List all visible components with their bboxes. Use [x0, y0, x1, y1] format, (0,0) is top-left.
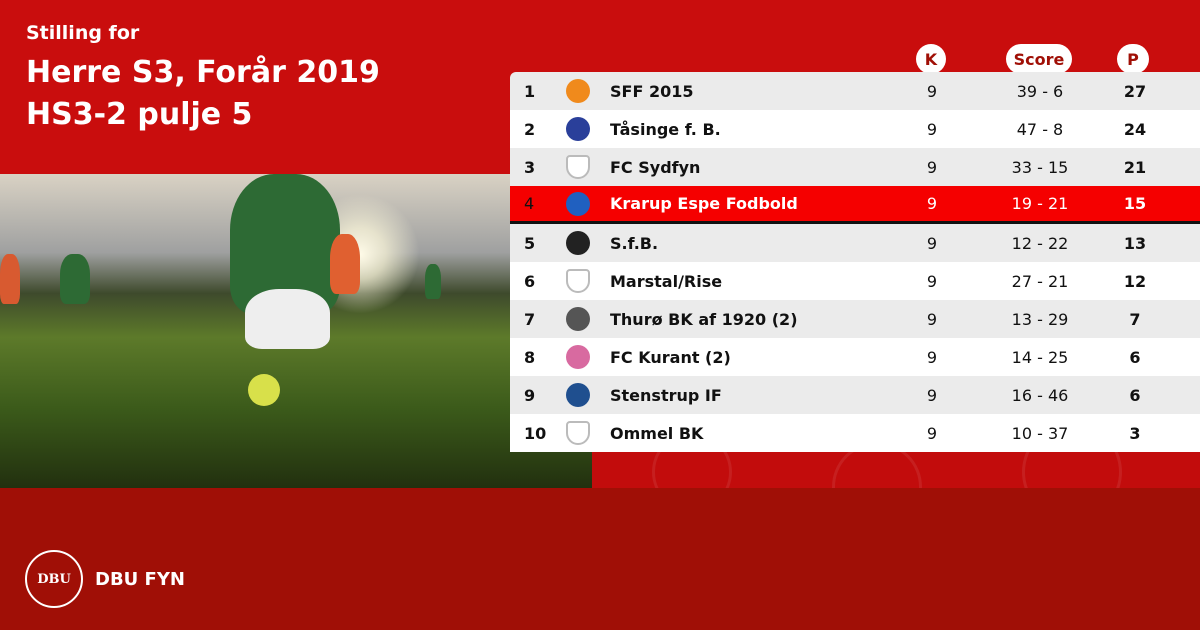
table-row[interactable]: 3 FC Sydfyn 9 33 - 15 21	[510, 148, 1200, 186]
table-row[interactable]: 9 Stenstrup IF 9 16 - 46 6	[510, 376, 1200, 414]
goal-score: 19 - 21	[1011, 194, 1069, 213]
matches-played: 9	[926, 81, 938, 101]
team-name[interactable]: FC Kurant (2)	[610, 347, 731, 367]
points: 27	[1123, 81, 1147, 101]
watermark	[592, 452, 1200, 488]
team-name[interactable]: Krarup Espe Fodbold	[610, 194, 798, 213]
team-logo-icon	[566, 383, 590, 407]
matches-played: 9	[926, 423, 938, 443]
team-logo-icon	[566, 155, 590, 179]
position: 5	[524, 233, 536, 253]
team-name[interactable]: S.f.B.	[610, 233, 659, 253]
position: 6	[524, 271, 536, 291]
position: 9	[524, 385, 536, 405]
team-logo-icon	[566, 231, 590, 255]
football-photo	[0, 174, 592, 488]
brand-name: DBU FYN	[95, 568, 185, 590]
league-title: Herre S3, Forår 2019	[26, 55, 380, 90]
column-header-p[interactable]: P	[1117, 44, 1149, 74]
matches-played: 9	[926, 119, 938, 139]
player-shorts	[245, 289, 330, 349]
ball	[248, 374, 280, 406]
matches-played: 9	[926, 347, 938, 367]
footer-background	[0, 488, 1200, 630]
goal-score: 12 - 22	[1011, 233, 1069, 253]
goal-score: 14 - 25	[1011, 347, 1069, 367]
matches-played: 9	[926, 271, 938, 291]
table-row[interactable]: 7 Thurø BK af 1920 (2) 9 13 - 29 7	[510, 300, 1200, 338]
table-row[interactable]: 4 Krarup Espe Fodbold 9 19 - 21 15	[510, 186, 1200, 224]
table-row[interactable]: 10 Ommel BK 9 10 - 37 3	[510, 414, 1200, 452]
team-name[interactable]: Tåsinge f. B.	[610, 119, 721, 139]
position: 8	[524, 347, 536, 367]
position: 1	[524, 81, 536, 101]
player	[0, 254, 20, 304]
subtitle: Stilling for	[26, 22, 140, 44]
column-header-score[interactable]: Score	[1006, 44, 1072, 74]
points: 15	[1123, 194, 1147, 213]
points: 12	[1123, 271, 1147, 291]
table-row[interactable]: 5 S.f.B. 9 12 - 22 13	[510, 224, 1200, 262]
matches-played: 9	[926, 309, 938, 329]
team-name[interactable]: Thurø BK af 1920 (2)	[610, 309, 798, 329]
goal-score: 39 - 6	[1016, 81, 1064, 101]
column-header-k[interactable]: K	[916, 44, 946, 74]
team-name[interactable]: Stenstrup IF	[610, 385, 722, 405]
pool-title: HS3-2 pulje 5	[26, 97, 253, 132]
goal-score: 47 - 8	[1016, 119, 1064, 139]
matches-played: 9	[926, 233, 938, 253]
goal-score: 13 - 29	[1011, 309, 1069, 329]
points: 6	[1129, 385, 1141, 405]
matches-played: 9	[926, 194, 938, 213]
matches-played: 9	[926, 157, 938, 177]
title-block: Stilling for Herre S3, Forår 2019 HS3-2 …	[26, 22, 380, 136]
points: 24	[1123, 119, 1147, 139]
team-name[interactable]: Ommel BK	[610, 423, 704, 443]
team-logo-icon	[566, 307, 590, 331]
team-logo-icon	[566, 269, 590, 293]
team-logo-icon	[566, 345, 590, 369]
table-row[interactable]: 2 Tåsinge f. B. 9 47 - 8 24	[510, 110, 1200, 148]
standings-table: 1 SFF 2015 9 39 - 6 27 2 Tåsinge f. B. 9 …	[510, 72, 1200, 452]
points: 3	[1129, 423, 1141, 443]
position: 4	[524, 194, 535, 213]
position: 2	[524, 119, 536, 139]
position: 3	[524, 157, 536, 177]
team-name[interactable]: Marstal/Rise	[610, 271, 723, 291]
team-logo-icon	[566, 117, 590, 141]
matches-played: 9	[926, 385, 938, 405]
goal-score: 10 - 37	[1011, 423, 1069, 443]
team-name[interactable]: FC Sydfyn	[610, 157, 701, 177]
table-row[interactable]: 1 SFF 2015 9 39 - 6 27	[510, 72, 1200, 110]
position: 7	[524, 309, 536, 329]
dbu-seal-logo: DBU	[25, 550, 83, 608]
table-row[interactable]: 8 FC Kurant (2) 9 14 - 25 6	[510, 338, 1200, 376]
team-logo-icon	[566, 79, 590, 103]
player	[330, 234, 360, 294]
goal-score: 33 - 15	[1011, 157, 1069, 177]
points: 13	[1123, 233, 1147, 253]
player	[425, 264, 441, 299]
table-row[interactable]: 6 Marstal/Rise 9 27 - 21 12	[510, 262, 1200, 300]
team-logo-icon	[566, 421, 590, 445]
goal-score: 27 - 21	[1011, 271, 1069, 291]
team-logo-icon	[566, 191, 590, 216]
player	[60, 254, 90, 304]
points: 21	[1123, 157, 1147, 177]
dbu-brand: DBU DBU FYN	[25, 550, 185, 608]
team-name[interactable]: SFF 2015	[610, 81, 694, 101]
position: 10	[524, 423, 547, 443]
points: 7	[1129, 309, 1141, 329]
goal-score: 16 - 46	[1011, 385, 1069, 405]
points: 6	[1129, 347, 1141, 367]
